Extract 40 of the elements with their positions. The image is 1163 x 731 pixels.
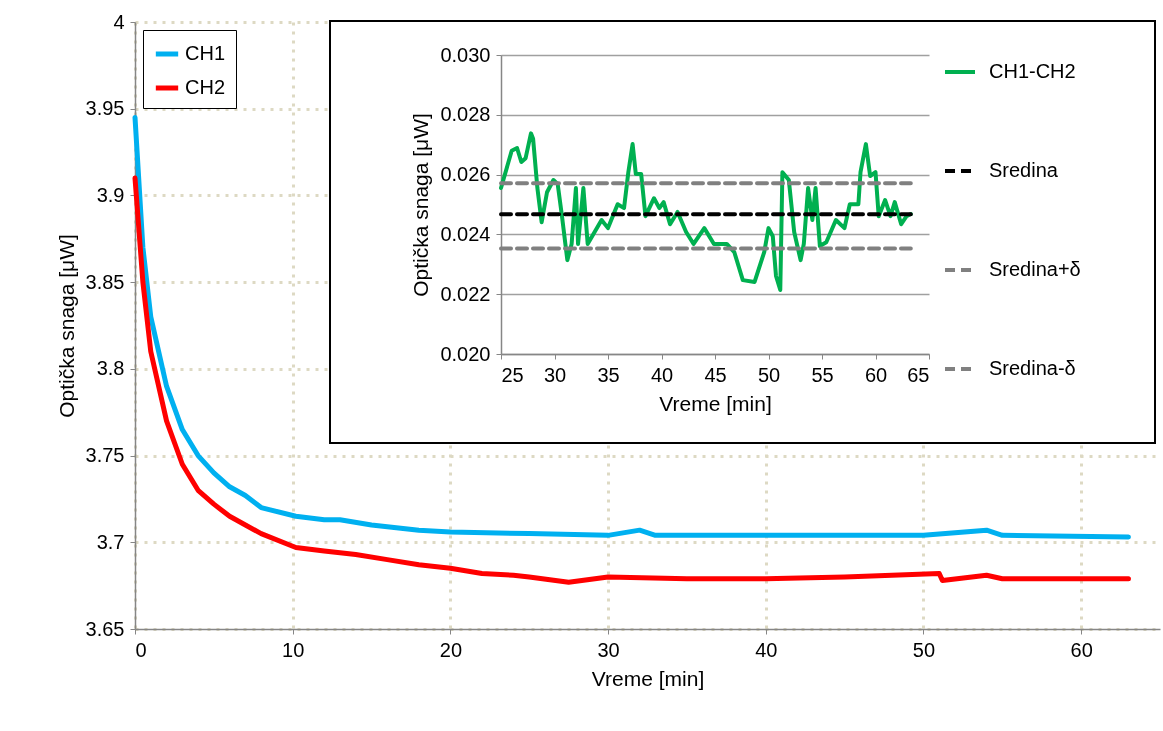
x-tick-label: 55: [811, 363, 834, 386]
legend-label: CH2: [185, 76, 226, 98]
y-tick-label: 3.9: [96, 183, 125, 206]
x-tick-label: 10: [282, 638, 305, 661]
y-tick-label: 0.020: [440, 342, 491, 365]
y-tick-label: 3.85: [85, 270, 125, 293]
x-tick-label: 50: [912, 638, 936, 661]
x-tick-label: 35: [597, 363, 620, 386]
x-tick-label: 40: [755, 638, 778, 661]
x-tick-label: 0: [135, 638, 147, 661]
x-tick-label: 45: [704, 363, 727, 386]
y-tick-label: 3.75: [85, 444, 125, 467]
x-tick-label: 25: [501, 363, 524, 386]
legend-label: CH1: [185, 42, 226, 64]
x-tick-label: 60: [1070, 638, 1093, 661]
legend-label: CH1-CH2: [989, 60, 1076, 82]
x-axis-title: Vreme [min]: [659, 391, 772, 415]
x-tick-label: 40: [650, 363, 674, 386]
x-axis-title: Vreme [min]: [591, 666, 705, 690]
legend-label: Sredina-δ: [989, 357, 1076, 379]
y-tick-label: 3.7: [96, 530, 125, 553]
y-tick-label: 0.022: [440, 282, 491, 305]
x-tick-label: 30: [597, 638, 620, 661]
y-tick-label: 3.95: [85, 97, 125, 120]
y-axis-title: Optička snaga [μW]: [409, 113, 433, 297]
y-tick-label: 0.030: [440, 43, 491, 66]
x-tick-label: 30: [543, 363, 567, 386]
y-tick-label: 3.8: [96, 357, 125, 380]
x-tick-label: 60: [864, 363, 888, 386]
x-tick-label: 20: [439, 638, 463, 661]
legend-label: Sredina: [989, 159, 1059, 181]
y-tick-label: 4: [113, 10, 125, 33]
y-tick-label: 3.65: [85, 617, 125, 640]
y-tick-label: 0.026: [440, 163, 491, 186]
legend-label: Sredina+δ: [989, 258, 1081, 280]
x-tick-label: 65: [907, 363, 930, 386]
y-axis-title: Optička snaga [μW]: [54, 234, 78, 418]
x-tick-label: 50: [757, 363, 781, 386]
y-tick-label: 0.024: [440, 222, 491, 245]
y-tick-label: 0.028: [440, 103, 491, 126]
